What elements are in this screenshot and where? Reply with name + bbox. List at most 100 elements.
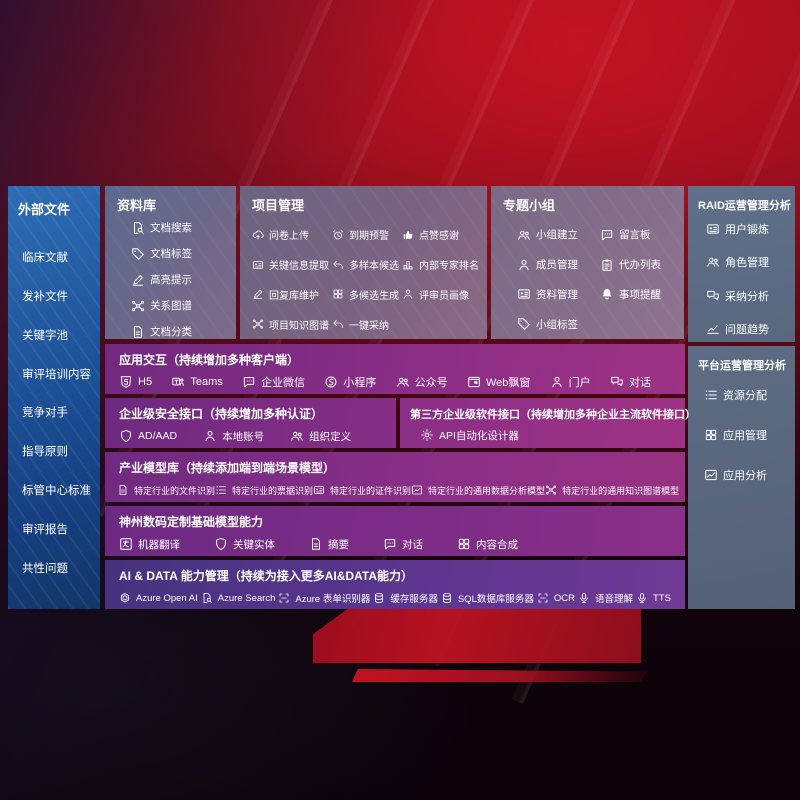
grid-icon [457,537,471,551]
external-files-title: 外部文件 [18,202,71,217]
feature-label: 小组标签 [536,318,578,331]
feature-item: 点赞感谢 [402,220,479,250]
reply-icon [332,318,344,330]
doc-icon [131,325,145,339]
feature-label: 小组建立 [536,229,578,242]
feature-label: 采纳分析 [725,290,769,303]
library-title: 资料库 [117,198,157,213]
doc-icon [309,537,323,551]
ai-data-row: AI & DATA 能力管理（持续为接入更多AI&DATA能力） Azure O… [105,560,685,609]
graph-icon [252,318,264,330]
feature-label: 事项提醒 [619,288,661,301]
chat2-icon [706,289,720,303]
feature-label: SQL数据库服务器 [457,594,534,605]
feature-item: 摘要 [309,537,349,552]
person-icon [203,429,217,443]
card-icon [252,259,264,271]
feature-label: Web飘窗 [485,377,531,389]
chat2-icon [610,375,624,389]
base-models-row: 神州数码定制基础模型能力 机器翻译 关键实体 摘要 对话 内容合成 [105,506,685,556]
feature-item: 采纳分析 [706,288,791,304]
raid-analysis-title: RAID运营管理分析 [698,200,791,212]
sidebar-item: 竞争对手 [22,407,68,420]
feature-label: OCR [553,592,575,604]
platform-analysis-list: 资源分配 应用管理 应用分析 [688,377,795,483]
feature-item: 特定行业的票据识别 [215,484,313,497]
chat-icon [600,228,614,242]
person-icon [517,258,531,272]
alarm-icon [332,229,344,241]
feature-label: 摘要 [328,538,349,551]
tag-icon [131,247,145,261]
feature-item: TTS [636,592,671,604]
teams-icon [171,375,185,389]
feature-item: Azure 表单识别器 [278,591,370,605]
feature-label: 特定行业的票据识别 [232,485,314,496]
feature-label: 点赞感谢 [419,231,459,243]
pencil-icon [252,288,264,300]
external-files-panel: 外部文件 临床文献 发补文件 关键字池 审评培训内容 竞争对手 指导原则 标管中心标准 审评报… [8,186,100,609]
feature-item: 小程序 [324,374,376,390]
feature-item: 关键实体 [214,537,275,552]
feature-label: 问卷上传 [269,231,309,243]
feature-item: 项目知识图谱 [252,309,332,339]
feature-item: 机器翻译 [119,537,180,552]
people-icon [290,429,304,443]
security-interface-panel: 企业级安全接口（持续增加多种认证） AD/AAD 本地账号 组织定义 [105,398,396,448]
feature-label: 企业微信 [261,377,306,389]
feature-item: 内容合成 [457,537,518,552]
feature-item: 问题趋势 [706,321,791,337]
grid-icon [704,428,718,442]
feature-item: 关键信息提取 [252,250,332,280]
feature-item: 留言板 [600,220,678,250]
feature-label: 文档分类 [150,326,192,338]
feature-label: API自动化设计器 [439,429,519,442]
feature-item: 资源分配 [704,387,791,403]
feature-item: 文档分类 [131,324,230,339]
feature-item: 特定行业的文件识别 [117,484,215,497]
sidebar-item: 临床文献 [22,251,68,264]
feature-label: Teams [190,376,223,388]
feature-label: 关系图谱 [150,300,192,312]
feature-item: 对话 [383,537,423,552]
circle-s-icon [324,375,338,389]
feature-item: 应用分析 [704,467,791,483]
feature-label: 多样本候选 [349,261,399,273]
sidebar-item: 关键字池 [22,329,68,342]
security-interface-list: AD/AAD 本地账号 组织定义 [105,425,396,447]
feature-item: 小组建立 [517,220,600,250]
base-models-title: 神州数码定制基础模型能力 [119,515,264,529]
feature-label: Azure Open AI [136,592,198,604]
feature-label: 应用管理 [723,430,767,442]
scan-icon [278,592,290,604]
feature-item: API自动化设计器 [420,428,519,443]
feature-item: 成员管理 [517,250,600,280]
thirdparty-interface-panel: 第三方企业级软件接口（持续增加多种企业主流软件接口） API自动化设计器 [400,398,696,448]
pencil-icon [131,273,145,287]
shield-icon [214,537,228,551]
sidebar-item: 审评报告 [22,524,68,537]
feature-label: 文档搜索 [150,222,192,234]
gear-icon [420,428,434,442]
rank-icon [402,259,414,271]
people-icon [706,255,720,269]
clipboard-icon [600,258,614,272]
feature-label: Azure Search [217,592,276,604]
feature-item: 关系图谱 [131,298,230,313]
list-icon [215,484,227,496]
feature-item: 文档搜索 [131,220,230,235]
feature-label: 缓存服务器 [390,594,438,605]
feature-label: H5 [138,376,153,388]
feature-item: 特定行业的通用知识图谱模型 [545,484,679,497]
industry-models-list: 特定行业的文件识别 特定行业的票据识别 特定行业的证件识别 特定行业的通用数据分… [105,479,685,501]
feature-label: 小程序 [343,377,377,389]
feature-label: 留言板 [619,229,651,242]
feature-item: 一键采纳 [332,309,402,339]
feature-label: AD/AAD [138,430,178,442]
cloud-up-icon [252,229,264,241]
graph-icon [545,484,557,496]
feature-label: 文档标签 [150,248,192,260]
feature-label: Azure 表单识别器 [295,594,371,605]
h5-icon [119,375,133,389]
feature-label: 评审员画像 [419,290,469,302]
